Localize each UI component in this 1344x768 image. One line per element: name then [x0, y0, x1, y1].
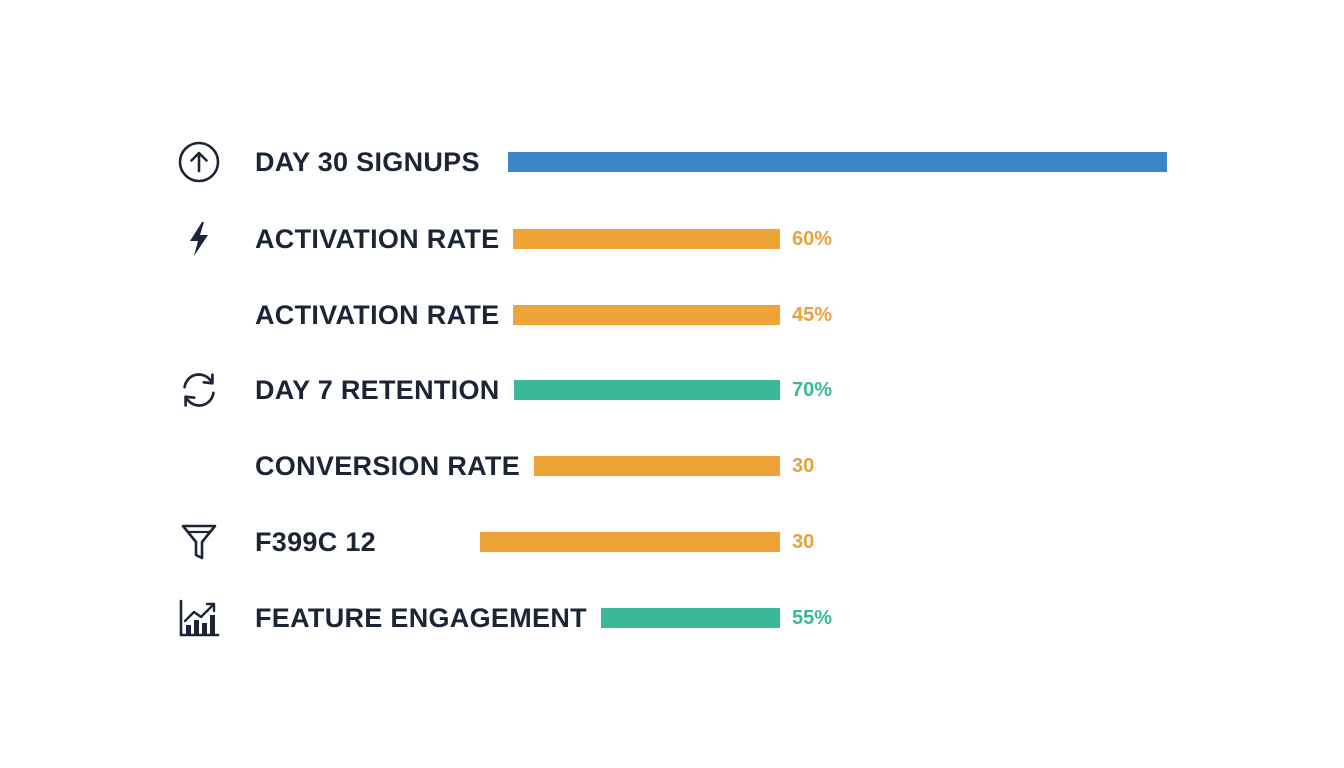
- chart-row-f399c: F399C 12 30: [0, 520, 1344, 564]
- chart-row-activation-rate-b: ACTIVATION RATE 45%: [0, 293, 1344, 337]
- value-label: 55%: [792, 607, 833, 629]
- value-label: 70%: [792, 379, 833, 401]
- funnel-icon: [176, 520, 222, 564]
- bar: [534, 456, 780, 476]
- chart-row-activation-rate-a: ACTIVATION RATE 60%: [0, 217, 1344, 261]
- bar: [513, 229, 780, 249]
- value-label: 30: [792, 455, 815, 477]
- bar: [508, 152, 1167, 172]
- chart-row-conversion-rate: CONVERSION RATE 30: [0, 444, 1344, 488]
- arrow-up-circle-icon: [176, 140, 222, 184]
- category-label: F399C 12: [255, 527, 376, 557]
- category-label: ACTIVATION RATE: [255, 224, 500, 254]
- chart-row-signups: DAY 30 SIGNUPS: [0, 140, 1344, 184]
- chart-row-feature-engagement: FEATURE ENGAGEMENT 55%: [0, 596, 1344, 640]
- value-label: 45%: [792, 304, 833, 326]
- category-label: FEATURE ENGAGEMENT: [255, 603, 587, 633]
- category-label: DAY 30 SIGNUPS: [255, 147, 480, 177]
- bar: [513, 305, 780, 325]
- value-label: 60%: [792, 228, 833, 250]
- bar: [601, 608, 780, 628]
- category-label: ACTIVATION RATE: [255, 300, 500, 330]
- refresh-icon: [176, 368, 222, 412]
- growth-chart-icon: [176, 596, 222, 640]
- category-label: CONVERSION RATE: [255, 451, 521, 481]
- bar: [514, 380, 780, 400]
- lightning-icon: [176, 217, 222, 261]
- value-label: 30: [792, 531, 815, 553]
- chart-row-day7-retention: DAY 7 RETENTION 70%: [0, 368, 1344, 412]
- category-label: DAY 7 RETENTION: [255, 375, 500, 405]
- bar: [480, 532, 780, 552]
